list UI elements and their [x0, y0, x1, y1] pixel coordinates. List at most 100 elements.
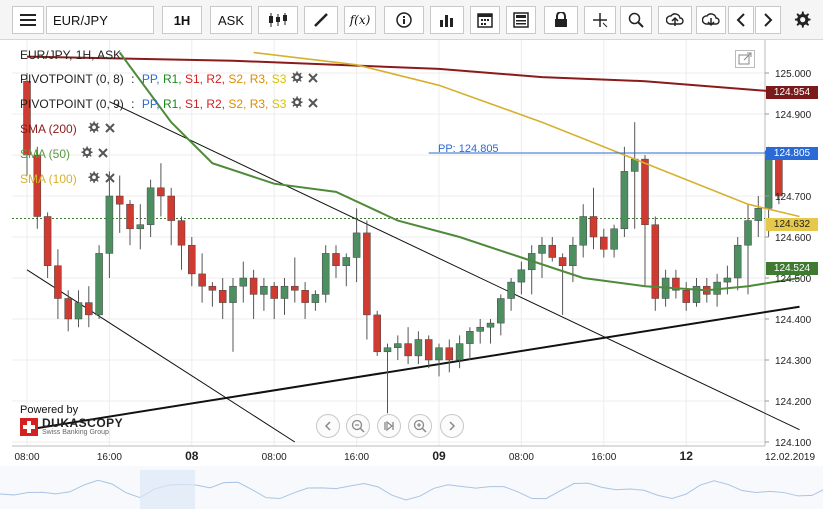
candle-body [167, 195, 175, 221]
gear-icon[interactable] [290, 96, 304, 112]
candle [733, 237, 742, 291]
timeframe-select[interactable]: 1H [162, 6, 202, 34]
pivot-item-label: R2, [206, 97, 229, 111]
expand-icon[interactable] [735, 50, 755, 68]
price-chart[interactable]: 125.000124.900124.800124.700124.600124.5… [0, 40, 823, 509]
pivot-1-name: PIVOTPOINT (0, 8) [20, 72, 124, 86]
x-tick-label: 16:00 [591, 452, 616, 463]
x-tick-label: 16:00 [344, 452, 369, 463]
powered-by-text: Powered by [20, 404, 79, 416]
candle-body [280, 285, 289, 299]
lock-icon[interactable] [544, 6, 578, 34]
pivot-item-label: R1, [162, 72, 185, 86]
close-icon[interactable] [97, 147, 109, 162]
y-tick-label: 124.200 [775, 397, 812, 408]
y-tick-label: 124.300 [775, 356, 812, 367]
crosshair-icon[interactable] [584, 6, 616, 34]
sma-100-legend[interactable]: SMA (100) [20, 171, 116, 187]
axes: 125.000124.900124.800124.700124.600124.5… [14, 69, 815, 463]
candle [610, 224, 618, 258]
candle-body [610, 228, 618, 250]
sma-200-legend[interactable]: SMA (200) [20, 121, 116, 137]
candles-icon[interactable] [258, 6, 298, 34]
candle-body [157, 187, 165, 197]
pivot-legend-1[interactable]: PIVOTPOINT (0, 8) : PP, R1, S1, R2, S2, … [20, 71, 319, 87]
candle-body [497, 298, 505, 324]
candle-body [672, 277, 680, 291]
info-icon[interactable] [384, 6, 424, 34]
candle-body [270, 285, 278, 299]
candle-body [64, 298, 72, 320]
candle [54, 249, 62, 319]
gear-icon[interactable] [87, 121, 100, 137]
hamburger-menu-icon[interactable] [12, 6, 44, 34]
gear-icon[interactable] [788, 6, 816, 34]
candle [641, 155, 649, 287]
arrow-left-icon[interactable] [728, 6, 754, 34]
zoom-in-button[interactable] [408, 414, 432, 438]
candle [126, 200, 134, 246]
candle-body [600, 236, 608, 250]
upload-icon[interactable] [658, 6, 692, 34]
candle [23, 73, 31, 176]
price-label: 124.954 [766, 85, 818, 99]
candle-body [486, 322, 495, 328]
candle-body [33, 154, 42, 217]
candle-body [249, 277, 258, 295]
close-icon[interactable] [104, 122, 116, 137]
gear-icon[interactable] [87, 171, 100, 187]
y-tick-label: 124.400 [775, 315, 812, 326]
candle [177, 216, 186, 270]
gear-icon[interactable] [290, 71, 304, 87]
candle [476, 319, 484, 344]
pivot-item-label: PP, [141, 72, 163, 86]
symbol-select[interactable]: EUR/JPY [46, 6, 154, 34]
candle [249, 269, 258, 319]
nav-left-button[interactable] [316, 414, 340, 438]
candle-body [126, 203, 134, 230]
candle [229, 278, 237, 352]
side-select[interactable]: ASK [210, 6, 252, 34]
calendar-icon[interactable] [470, 6, 500, 34]
zoom-icon[interactable] [620, 6, 652, 34]
download-icon[interactable] [696, 6, 726, 34]
reset-button[interactable] [377, 414, 401, 438]
candle-body [54, 265, 62, 299]
candle [497, 294, 505, 336]
gear-icon[interactable] [80, 146, 93, 162]
candle-body [445, 347, 454, 361]
pivot-legend-2[interactable]: PIVOTPOINT (0, 9) : PP, R1, S1, R2, S2, … [20, 96, 319, 112]
close-icon[interactable] [307, 72, 319, 87]
candle [105, 171, 114, 278]
candle [507, 278, 515, 311]
zoom-out-icon [351, 419, 365, 433]
swiss-cross-icon [20, 418, 38, 436]
y-tick-label: 124.100 [775, 438, 812, 449]
arrow-right-icon[interactable] [755, 6, 781, 34]
news-icon[interactable] [506, 6, 536, 34]
draw-line-icon[interactable] [304, 6, 338, 34]
candle [558, 253, 567, 315]
candle-body [476, 326, 484, 332]
close-icon[interactable] [307, 97, 319, 112]
candle [198, 253, 206, 303]
candle-body [435, 347, 443, 361]
x-tick-label: 08 [185, 449, 199, 463]
fx-indicator-icon[interactable]: f(x) [344, 6, 376, 34]
candle [239, 261, 248, 303]
nav-right-button[interactable] [440, 414, 464, 438]
navigator-background [0, 466, 823, 509]
bar-chart-icon[interactable] [430, 6, 464, 34]
x-tick-label: 08:00 [14, 452, 39, 463]
close-icon[interactable] [104, 172, 116, 187]
candle [455, 335, 464, 369]
chart-area[interactable]: 125.000124.900124.800124.700124.600124.5… [0, 40, 823, 509]
candle [33, 146, 42, 229]
candle [280, 278, 289, 315]
zoom-out-button[interactable] [346, 414, 370, 438]
candle-body [105, 195, 114, 254]
reset-icon [384, 420, 394, 432]
candle [630, 122, 639, 229]
candle [744, 204, 752, 295]
sma-50-legend[interactable]: SMA (50) [20, 146, 109, 162]
